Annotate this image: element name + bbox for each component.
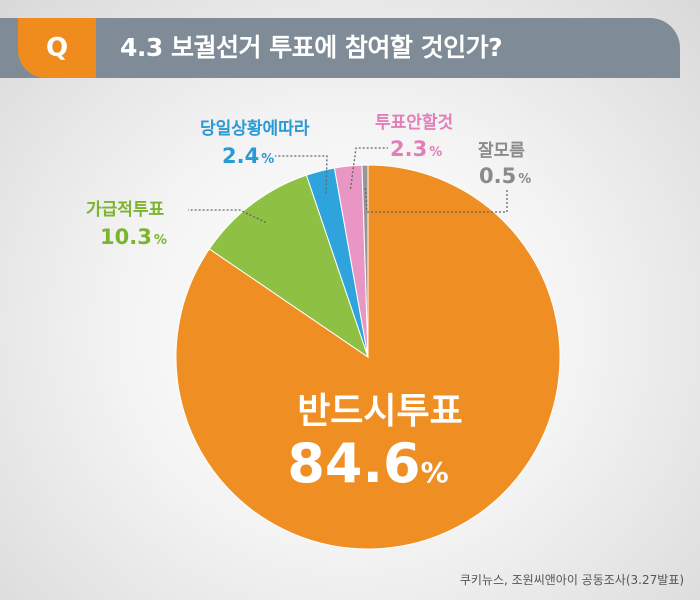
slice-value-4: 0.5% (479, 164, 531, 188)
pie-slice-0 (175, 164, 561, 550)
slice-label-2: 당일상황에따라 (200, 119, 310, 139)
question-badge: Q (18, 18, 96, 78)
source-note: 쿠키뉴스, 조원씨앤아이 공동조사(3.27발표) (459, 573, 684, 587)
slice-value-0: 84.6% (287, 432, 448, 495)
pie-slices (175, 164, 561, 550)
slice-value-2-number: 2.4 (222, 144, 259, 168)
leader-line-2 (275, 155, 328, 194)
slice-value-0-number: 84.6 (287, 432, 420, 495)
slice-label-1: 가급적투표 (86, 200, 165, 220)
slice-value-2: 2.4% (222, 144, 274, 168)
question-title: 4.3 보궐선거 투표에 참여할 것인가? (120, 33, 503, 62)
leader-line-1 (188, 209, 267, 224)
pie-slice-1 (208, 174, 369, 359)
slice-label-3: 투표안할것 (375, 113, 453, 133)
slice-value-4-unit: % (518, 172, 531, 187)
slice-value-3: 2.3% (390, 137, 442, 161)
slice-label-0: 반드시투표 (297, 391, 463, 432)
slice-value-1: 10.3% (100, 225, 167, 249)
slice-value-3-number: 2.3 (390, 137, 427, 161)
slice-value-1-unit: % (154, 233, 167, 248)
pie-slice-4 (361, 164, 369, 358)
slice-value-0-unit: % (421, 456, 449, 489)
leader-line-4 (364, 188, 508, 213)
slice-value-4-number: 0.5 (479, 164, 516, 188)
question-bar (0, 18, 680, 78)
leader-lines (188, 147, 508, 224)
slice-value-1-number: 10.3 (100, 225, 152, 249)
leader-line-3 (349, 147, 388, 190)
slice-value-3-unit: % (429, 145, 442, 160)
slice-label-4: 잘모름 (478, 140, 525, 161)
slice-value-2-unit: % (261, 152, 274, 167)
